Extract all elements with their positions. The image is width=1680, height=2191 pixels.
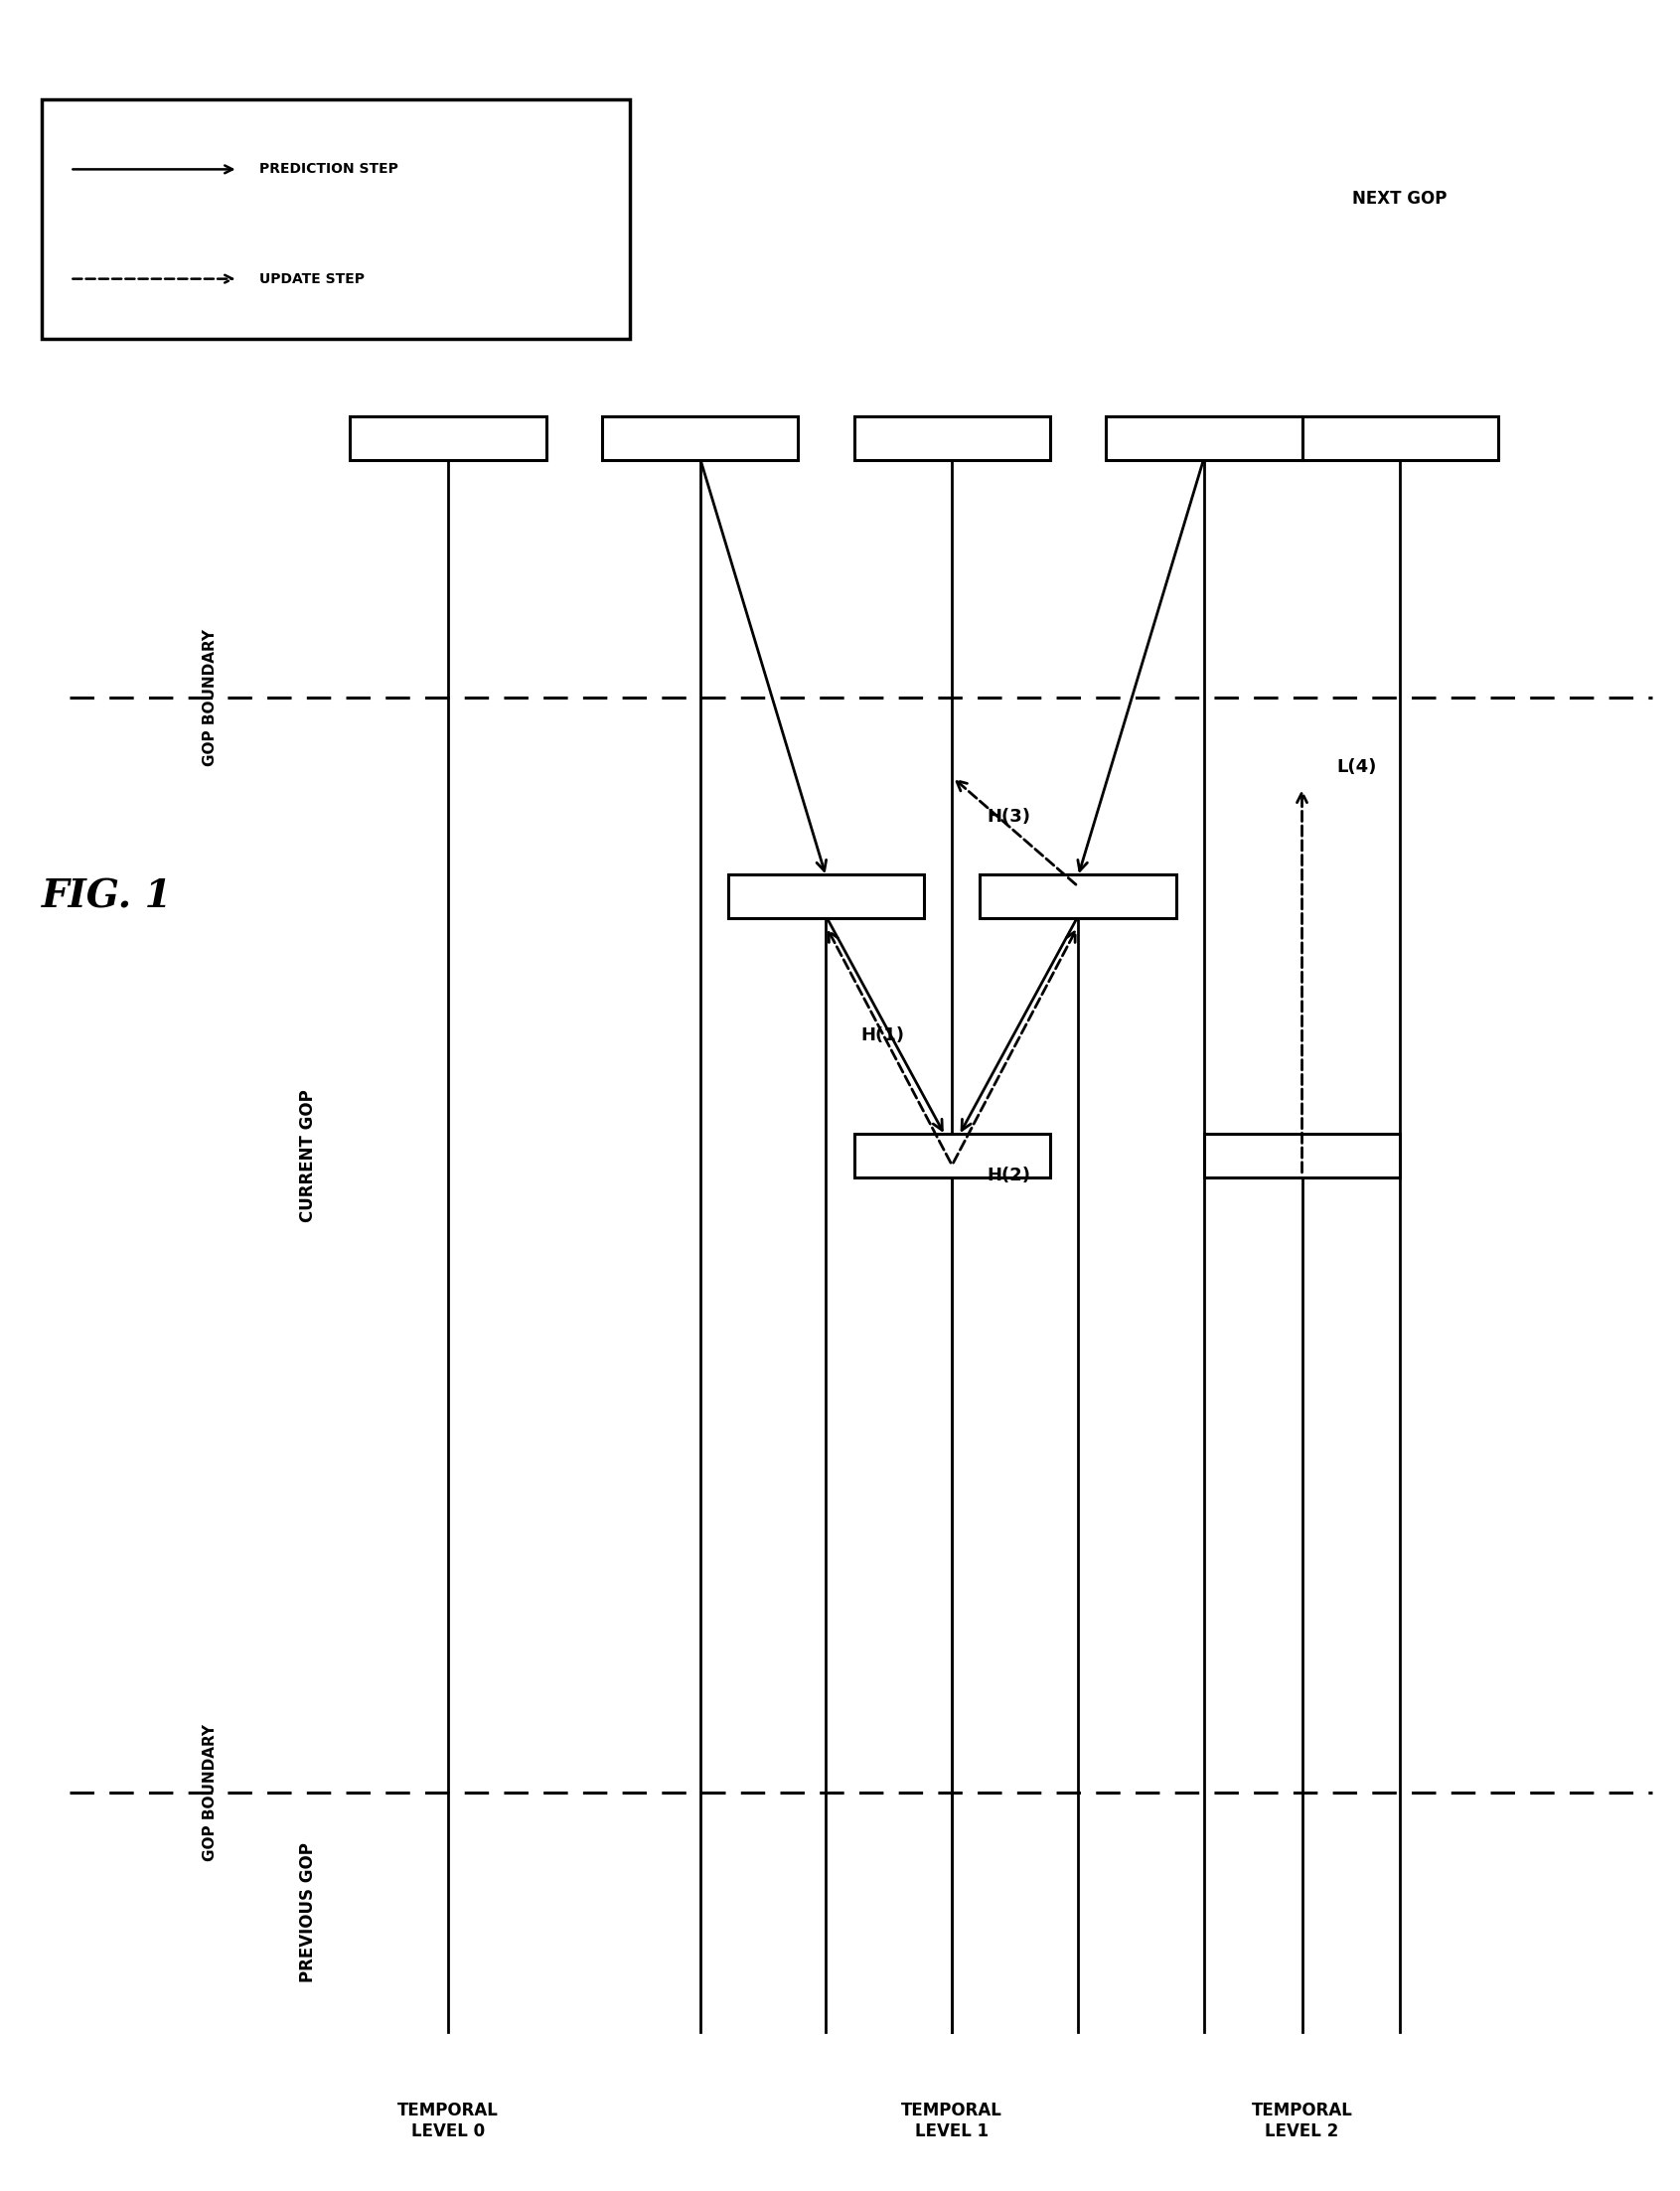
Text: H(3): H(3)	[986, 808, 1032, 826]
Bar	[601, 416, 798, 460]
Bar	[979, 874, 1176, 918]
Text: GOP BOUNDARY: GOP BOUNDARY	[203, 1724, 217, 1860]
Text: CURRENT GOP: CURRENT GOP	[299, 1089, 318, 1223]
Text: H(1): H(1)	[860, 1028, 906, 1045]
Text: UPDATE STEP: UPDATE STEP	[259, 272, 365, 285]
Text: PREVIOUS GOP: PREVIOUS GOP	[299, 1843, 318, 1983]
Bar	[1105, 416, 1302, 460]
Text: TEMPORAL
LEVEL 2: TEMPORAL LEVEL 2	[1252, 2101, 1352, 2141]
Text: TEMPORAL
LEVEL 0: TEMPORAL LEVEL 0	[398, 2101, 499, 2141]
Text: PREDICTION STEP: PREDICTION STEP	[259, 162, 398, 175]
Text: H(2): H(2)	[986, 1166, 1032, 1183]
Bar	[1302, 416, 1499, 460]
Bar	[727, 874, 924, 918]
Bar	[42, 99, 630, 340]
Bar	[349, 416, 546, 460]
Bar	[853, 416, 1050, 460]
Text: FIG. 1: FIG. 1	[42, 876, 173, 916]
Bar	[1205, 1133, 1399, 1177]
Text: L(4): L(4)	[1337, 758, 1378, 776]
Bar	[853, 1133, 1050, 1177]
Text: NEXT GOP: NEXT GOP	[1352, 191, 1448, 208]
Text: GOP BOUNDARY: GOP BOUNDARY	[203, 629, 217, 765]
Text: TEMPORAL
LEVEL 1: TEMPORAL LEVEL 1	[902, 2101, 1003, 2141]
